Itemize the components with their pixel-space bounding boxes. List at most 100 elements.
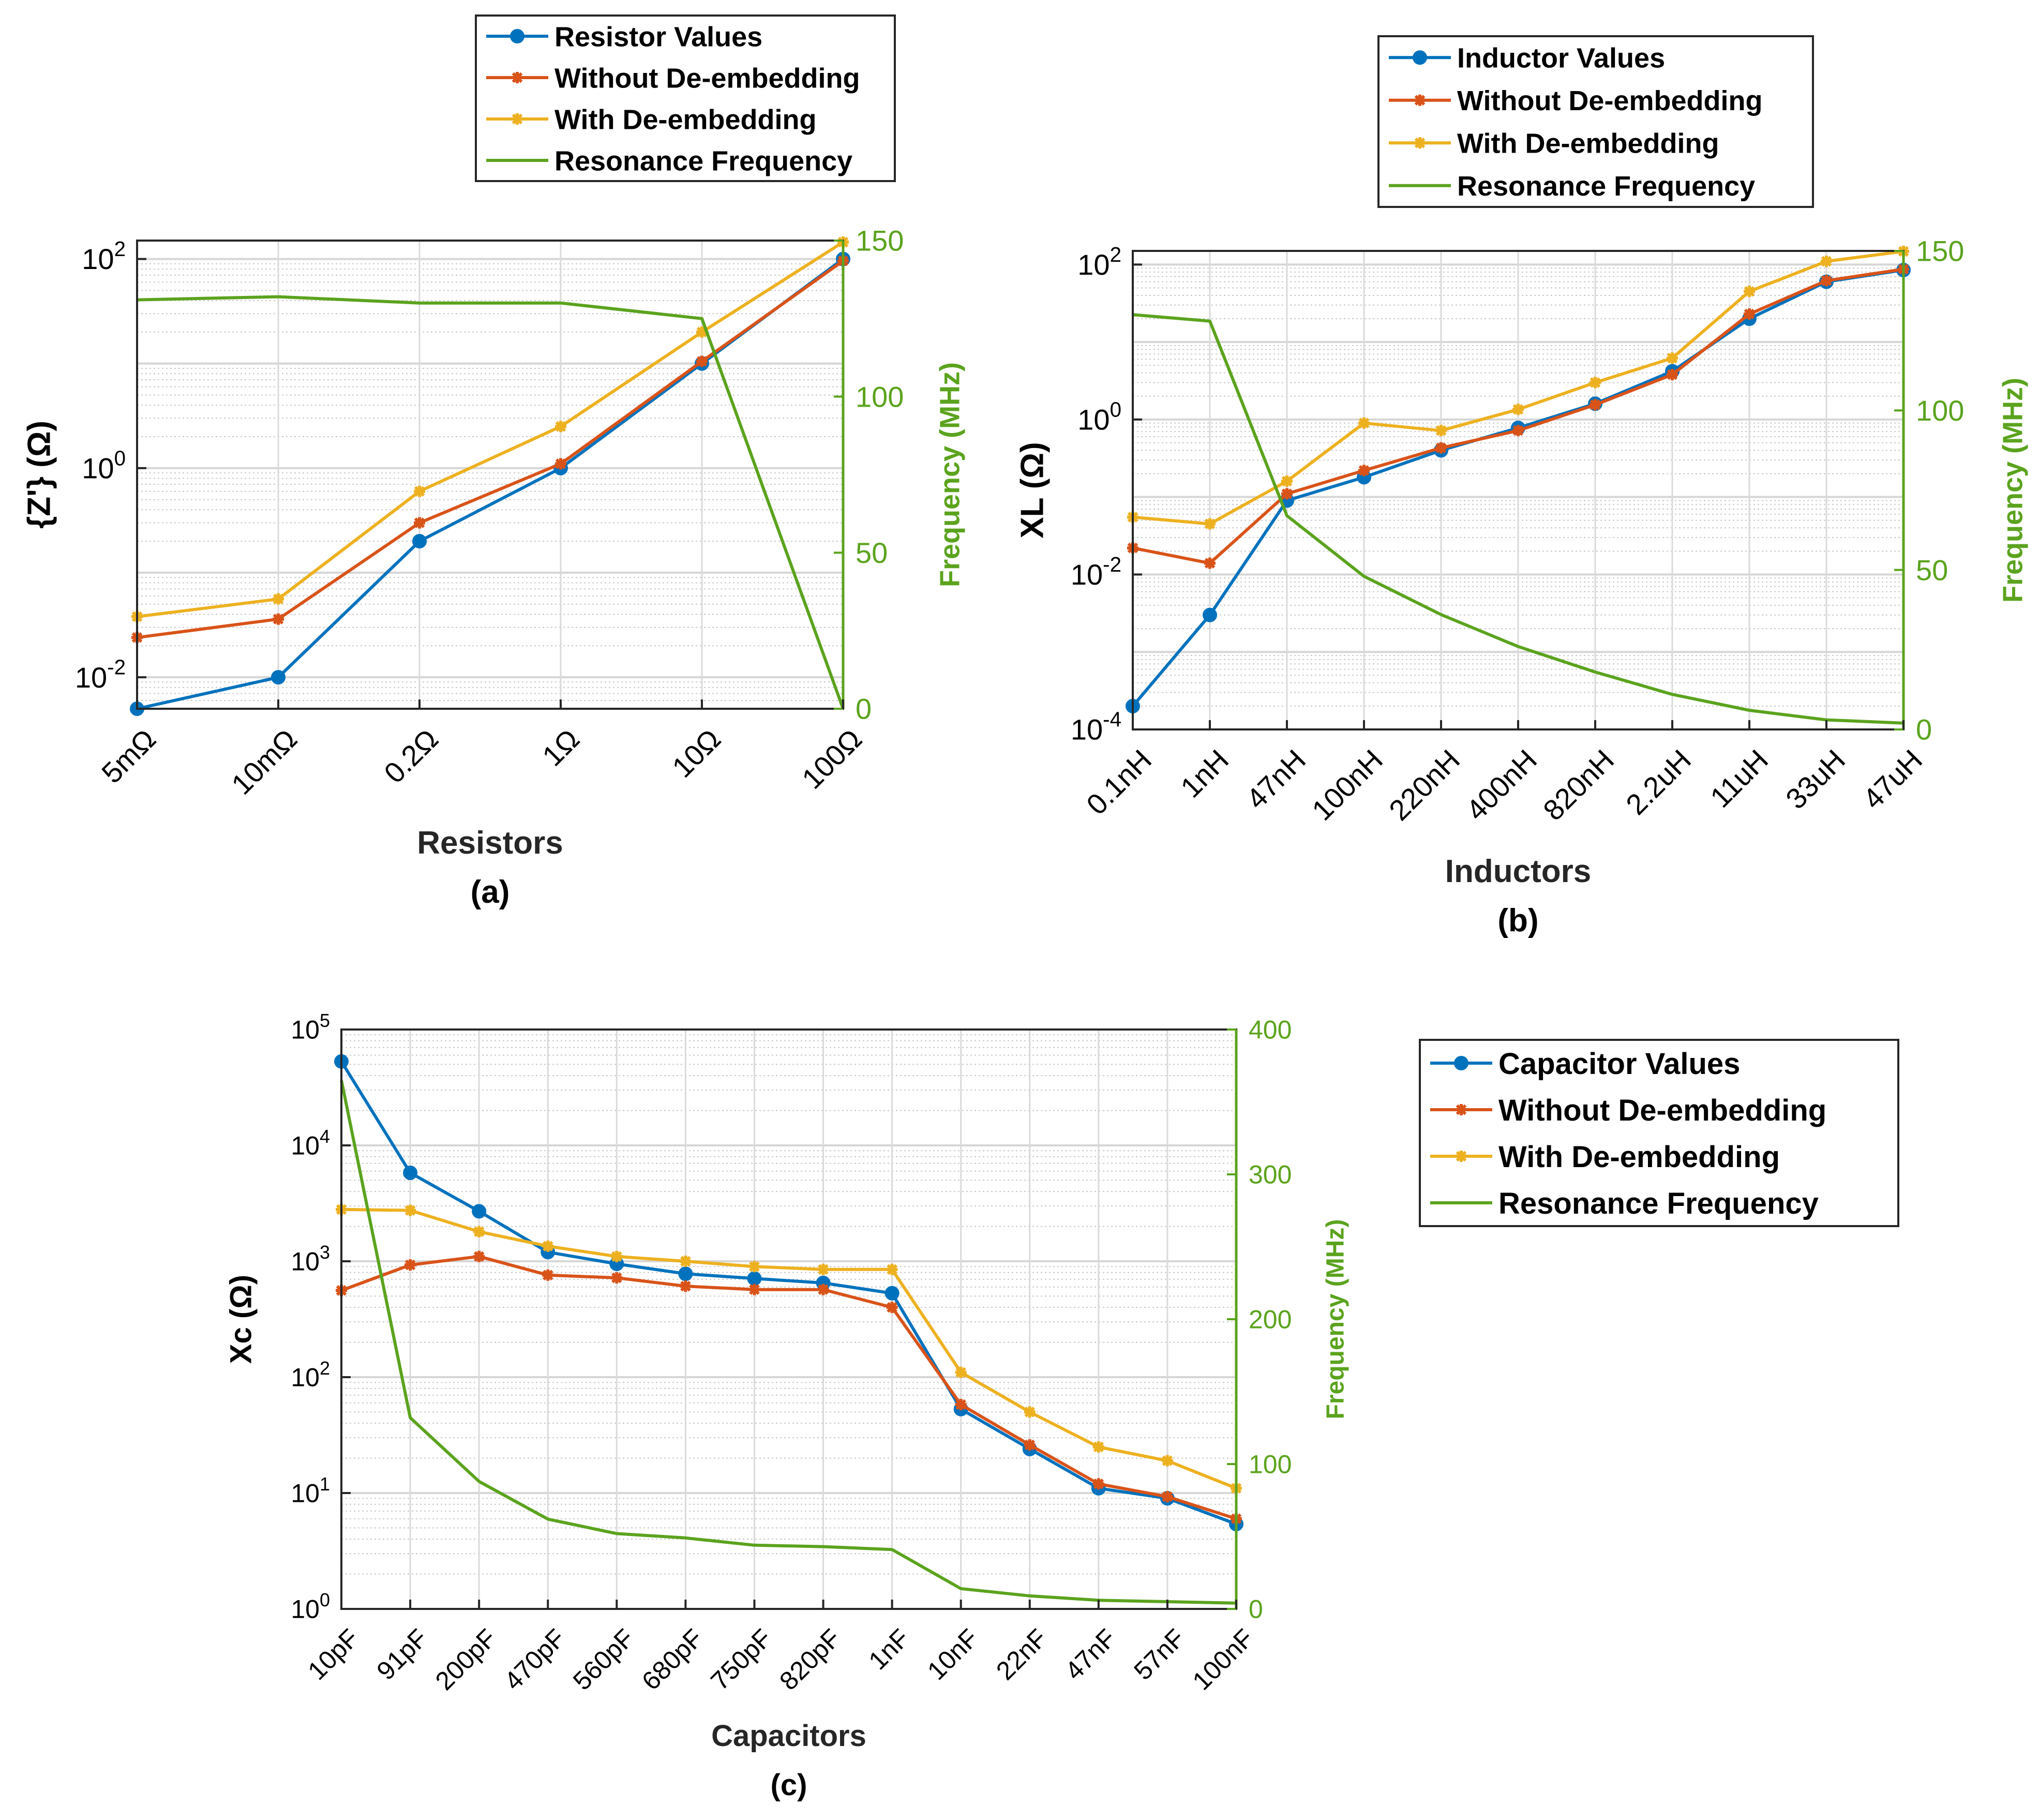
- x-tick-label: 10mΩ: [225, 723, 303, 801]
- series-line-1: [340, 1255, 1237, 1520]
- data-point-2-4-core: [613, 1253, 620, 1260]
- data-point-0-1: [1203, 607, 1217, 622]
- y-right-tick-label: 50: [1916, 554, 1948, 586]
- data-point-2-11-core: [1095, 1443, 1102, 1450]
- series-line-3: [1132, 313, 1904, 725]
- x-tick-label: 10Ω: [666, 723, 727, 784]
- data-point-2-7-core: [820, 1266, 827, 1273]
- x-tick-label: 100nF: [1187, 1623, 1260, 1696]
- legend-label-0: Inductor Values: [1457, 43, 1665, 74]
- data-point-1-3-core: [1361, 467, 1367, 474]
- data-point-1-10-core: [1026, 1442, 1033, 1449]
- legend-marker-2-core: [514, 116, 520, 122]
- x-tick-label: 100nH: [1306, 743, 1389, 827]
- y-axis-label: Xc (Ω): [224, 1275, 258, 1364]
- x-tick-label: 100Ω: [796, 723, 868, 795]
- series-group: [130, 236, 850, 716]
- legend: Resistor Values Without De-embedding With …: [475, 14, 896, 182]
- data-point-0-1: [403, 1165, 418, 1180]
- y-right-tick-label: 200: [1249, 1305, 1292, 1334]
- x-axis-label: Capacitors: [711, 1719, 866, 1753]
- data-point-2-1-core: [407, 1207, 414, 1214]
- legend-marker-0: [1413, 50, 1427, 65]
- x-tick-label: 0.1nH: [1080, 743, 1158, 821]
- legend-label-0: Capacitor Values: [1498, 1047, 1740, 1081]
- x-tick-label: 680pF: [636, 1623, 709, 1696]
- y-tick-label: 102: [291, 1357, 330, 1392]
- data-point-1-5-core: [682, 1283, 689, 1290]
- data-point-2-4-core: [1438, 427, 1444, 434]
- data-point-2-2-core: [1284, 478, 1290, 485]
- legend-label-1: Without De-embedding: [1498, 1094, 1826, 1127]
- data-point-2-12-core: [1164, 1457, 1171, 1464]
- data-point-0-8: [884, 1286, 899, 1301]
- grid: [341, 1028, 1236, 1610]
- y-right-tick-label: 50: [856, 536, 888, 569]
- legend-marker-0: [510, 29, 524, 43]
- data-point-1-3-core: [558, 460, 564, 467]
- x-tick-label: 1nH: [1174, 743, 1235, 804]
- legend-box: [1377, 35, 1814, 208]
- x-tick-label: 47nF: [1059, 1623, 1121, 1685]
- x-tick-label: 820nH: [1537, 743, 1620, 827]
- y-tick-label: 104: [291, 1126, 330, 1160]
- y-tick-label: 100: [82, 446, 126, 484]
- series-line-1: [137, 259, 844, 639]
- data-point-1-5-core: [1515, 427, 1521, 434]
- legend-label-0: Resistor Values: [554, 21, 762, 52]
- data-point-1-3-core: [545, 1272, 551, 1278]
- data-point-2-8-core: [1746, 288, 1752, 295]
- data-point-1-7-core: [820, 1286, 827, 1293]
- data-point-0-6: [747, 1271, 762, 1286]
- x-tick-label: 220nH: [1383, 743, 1466, 827]
- x-tick-label: 10nF: [922, 1623, 984, 1685]
- data-point-2-9-core: [1823, 258, 1830, 265]
- data-point-1-11-core: [1095, 1481, 1102, 1487]
- x-tick-label: 0.2Ω: [378, 723, 444, 789]
- data-point-1-4-core: [699, 358, 705, 365]
- x-tick-label: 2.2uH: [1620, 743, 1697, 821]
- data-point-2-5-core: [682, 1258, 689, 1264]
- y-right-tick-label: 0: [1249, 1595, 1263, 1624]
- legend-label-1: Without De-embedding: [554, 63, 860, 94]
- figure-caption: (b): [1497, 903, 1538, 938]
- legend-label-2: With De-embedding: [554, 104, 817, 135]
- plot-area: [341, 1030, 1236, 1609]
- legend-label-2: With De-embedding: [1457, 128, 1719, 159]
- y-tick-label: 100: [1077, 397, 1121, 436]
- x-axis-label: Inductors: [1445, 854, 1591, 889]
- y-right-tick-label: 150: [1916, 235, 1964, 267]
- data-point-1-2-core: [416, 519, 423, 526]
- x-tick-label: 400nH: [1460, 743, 1543, 827]
- y-right-axis-label: Frequency (MHz): [1322, 1219, 1350, 1420]
- y-right-tick-label: 100: [1249, 1450, 1292, 1479]
- x-tick-label: 200pF: [430, 1623, 502, 1696]
- y-right-tick-label: 0: [856, 693, 872, 725]
- x-tick-label: 11uH: [1704, 743, 1774, 814]
- data-point-2-3-core: [558, 423, 564, 430]
- y-right-tick-label: 300: [1249, 1160, 1292, 1189]
- x-tick-label: 1Ω: [536, 723, 586, 772]
- x-tick-label: 470pF: [499, 1623, 571, 1696]
- y-axis-label: XL (Ω): [1014, 442, 1050, 538]
- data-point-1-9-core: [1823, 277, 1830, 284]
- x-tick-label: 91pF: [371, 1623, 433, 1685]
- x-tick-label: 47uH: [1856, 743, 1928, 815]
- x-tick-label: 560pF: [567, 1623, 640, 1696]
- legend-label-3: Resonance Frequency: [554, 145, 852, 176]
- y-right-tick-label: 400: [1249, 1016, 1292, 1045]
- y-tick-label: 10-2: [1071, 553, 1121, 591]
- y-right-axis-label: Frequency (MHz): [1997, 378, 2028, 603]
- data-point-0-2: [472, 1204, 487, 1219]
- data-point-1-1-core: [1207, 560, 1213, 566]
- x-tick-label: 10pF: [302, 1623, 364, 1685]
- legend-box: [1419, 1039, 1899, 1227]
- data-point-1-8-core: [1746, 310, 1752, 317]
- legend-label-2: With De-embedding: [1498, 1140, 1780, 1174]
- chart-a: 102 100 10-2 0 50 100 150 5mΩ 10mΩ 0.2Ω 1Ω 10Ω 100Ω R…: [21, 14, 965, 910]
- data-point-2-2-core: [476, 1228, 483, 1235]
- data-point-2-6-core: [751, 1263, 758, 1270]
- y-right-tick-label: 100: [856, 380, 904, 413]
- x-axis-label: Resistors: [417, 825, 563, 861]
